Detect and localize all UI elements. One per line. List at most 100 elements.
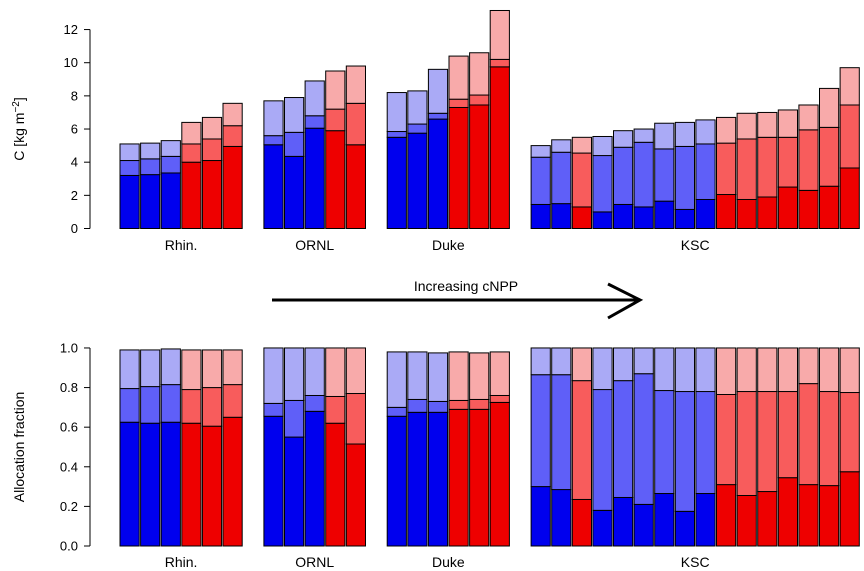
increasing-cnpp-annotation: Increasing cNPP: [272, 278, 644, 320]
bar-segment-upper: [325, 70, 346, 110]
bar-segment-upper: [345, 65, 366, 104]
y-tick-label: 10: [64, 55, 78, 70]
bar-segment-upper: [325, 347, 346, 397]
bar-segment-upper: [571, 347, 592, 382]
bar-segment-upper: [716, 347, 737, 395]
bar-segment-lower: [407, 411, 428, 547]
bar-segment-lower: [839, 167, 860, 230]
bar-segment-lower: [345, 144, 366, 230]
bar-segment-middle: [530, 374, 551, 488]
bar-segment-upper: [654, 347, 675, 392]
bar-segment-lower: [325, 130, 346, 229]
bar-segment-lower: [716, 484, 737, 547]
bar-segment-middle: [613, 380, 634, 498]
bar-segment-middle: [386, 131, 407, 138]
panel-allocation-fraction: 0.0 0.2 0.4 0.6 0.8 1.0 Allocation fraction Rhi…: [11, 340, 860, 570]
bar-segment-middle: [839, 392, 860, 473]
y-tick-label: 0.2: [60, 499, 78, 514]
bar-segment-upper: [263, 100, 284, 137]
bar-segment-upper: [119, 143, 140, 162]
bar-segment-lower: [716, 194, 737, 229]
bar-segment-lower: [530, 486, 551, 547]
bar-segment-lower: [345, 443, 366, 547]
bar-segment-middle: [674, 145, 695, 210]
x-group-label: Duke: [432, 237, 465, 253]
bar-segment-middle: [757, 136, 778, 198]
bar-segment-middle: [263, 402, 284, 417]
y-axis-title: Allocation fraction: [11, 392, 27, 503]
bar-segment-lower: [140, 422, 161, 547]
bar-segment-lower: [633, 503, 654, 547]
bar-group-ornl: [263, 65, 366, 230]
bar-segment-middle: [448, 98, 469, 108]
y-tick-label: 1.0: [60, 340, 78, 355]
bar-segment-upper: [140, 349, 161, 388]
bar-segment-middle: [407, 398, 428, 413]
bar-segment-lower: [695, 493, 716, 547]
bar-segment-lower: [489, 401, 510, 547]
bar-segment-middle: [592, 155, 613, 213]
y-tick-label: 6: [71, 122, 78, 137]
bar-segment-upper: [263, 347, 284, 404]
bar-segment-upper: [427, 68, 449, 114]
bar-segment-middle: [716, 142, 737, 196]
bar-segment-lower: [839, 471, 860, 547]
bar-segment-middle: [325, 395, 346, 424]
bar-segment-upper: [530, 347, 551, 376]
bar-segment-upper: [201, 116, 223, 140]
bar-segment-upper: [386, 92, 407, 133]
bar-segment-upper: [386, 351, 407, 408]
x-group-label: Rhin.: [165, 237, 198, 253]
y-axis-title: C [kg m−2]: [11, 97, 27, 161]
bar-segment-middle: [798, 129, 819, 191]
bar-segment-lower: [284, 436, 305, 547]
bar-segment-lower: [222, 416, 243, 547]
bar-segment-upper: [304, 80, 325, 117]
bar-segment-upper: [448, 55, 469, 100]
bar-segment-upper: [695, 347, 716, 393]
x-group-label: KSC: [681, 554, 710, 570]
bar-segment-lower: [263, 415, 284, 547]
bar-group-duke: [386, 9, 510, 230]
bar-segment-upper: [695, 119, 716, 145]
bar-segment-upper: [674, 347, 695, 393]
y-tick-label: 0.6: [60, 420, 78, 435]
bar-segment-middle: [140, 386, 161, 424]
bar-segment-lower: [530, 203, 551, 229]
bar-segment-lower: [304, 127, 325, 230]
y-tick-label: 12: [64, 22, 78, 37]
bar-segment-upper: [798, 104, 819, 131]
bar-group-rhin: [119, 102, 243, 230]
bar-segment-lower: [592, 211, 613, 229]
bar-segment-upper: [551, 347, 572, 376]
bar-segment-upper: [592, 135, 613, 157]
bar-segment-upper: [716, 116, 737, 144]
bar-segment-upper: [222, 349, 243, 386]
bar-segment-lower: [736, 198, 757, 230]
bar-segment-upper: [489, 9, 510, 60]
bar-segment-middle: [325, 108, 346, 132]
bar-segment-middle: [304, 115, 325, 129]
bar-segment-middle: [222, 125, 243, 147]
bar-segment-lower: [181, 161, 202, 229]
bar-segment-lower: [201, 160, 223, 230]
bar-segment-middle: [716, 394, 737, 486]
bar-segment-lower: [613, 203, 634, 229]
bar-segment-middle: [819, 391, 840, 487]
bar-segment-upper: [736, 112, 757, 140]
bar-segment-lower: [304, 410, 325, 547]
bar-segment-middle: [592, 389, 613, 511]
bar-segment-upper: [674, 121, 695, 147]
bar-segment-lower: [798, 189, 819, 230]
bar-group-duke: [386, 351, 510, 547]
bar-segment-middle: [140, 158, 161, 176]
bar-segment-lower: [571, 498, 592, 547]
bar-segment-middle: [345, 102, 366, 146]
bar-segment-middle: [839, 104, 860, 169]
bar-segment-upper: [181, 121, 202, 145]
bar-segment-lower: [571, 206, 592, 230]
bar-group-ornl: [263, 347, 366, 547]
bar-segment-middle: [160, 384, 181, 423]
bar-segment-upper: [654, 122, 675, 150]
